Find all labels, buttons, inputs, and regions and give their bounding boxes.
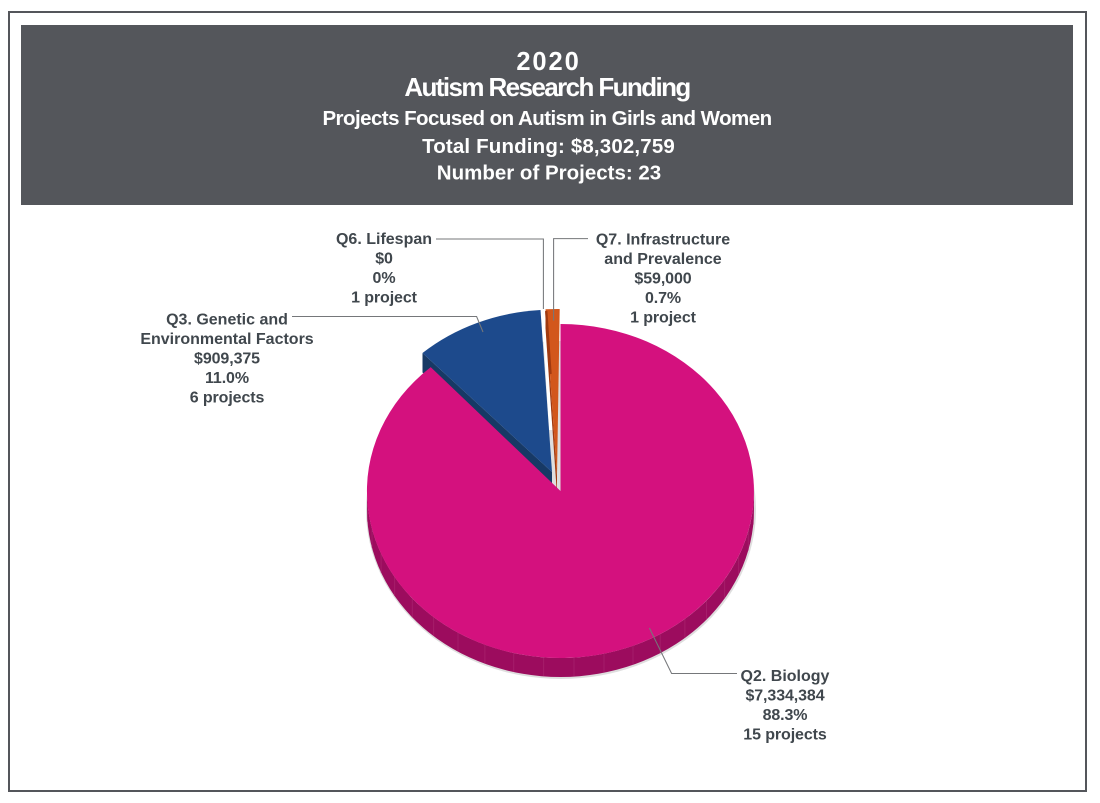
svg-text:Q6. Lifespan: Q6. Lifespan [336,231,432,248]
svg-text:1 project: 1 project [630,310,697,327]
svg-text:Autism Research Funding: Autism Research Funding [404,72,690,102]
svg-text:Q3. Genetic and: Q3. Genetic and [166,312,288,329]
svg-text:Q7. Infrastructure: Q7. Infrastructure [596,232,730,249]
svg-text:$909,375: $909,375 [194,351,260,368]
svg-text:Environmental Factors: Environmental Factors [140,331,313,348]
svg-text:11.0%: 11.0% [205,370,249,387]
svg-text:Projects Focused on Autism in: Projects Focused on Autism in Girls and … [322,107,771,130]
svg-text:Q2. Biology: Q2. Biology [741,668,830,685]
svg-text:$0: $0 [375,251,393,268]
svg-text:6 projects: 6 projects [190,390,265,407]
svg-text:Number of Projects: 23: Number of Projects: 23 [437,162,661,185]
svg-text:0%: 0% [373,270,396,287]
svg-text:$7,334,384: $7,334,384 [745,688,824,705]
svg-text:2020: 2020 [516,48,580,76]
svg-text:88.3%: 88.3% [763,707,808,724]
svg-text:15 projects: 15 projects [743,727,827,744]
svg-text:$59,000: $59,000 [634,271,691,288]
svg-text:0.7%: 0.7% [645,290,681,307]
svg-text:and Prevalence: and Prevalence [604,251,722,268]
svg-text:Total Funding: $8,302,759: Total Funding: $8,302,759 [422,135,675,158]
svg-text:1 project: 1 project [351,290,418,307]
